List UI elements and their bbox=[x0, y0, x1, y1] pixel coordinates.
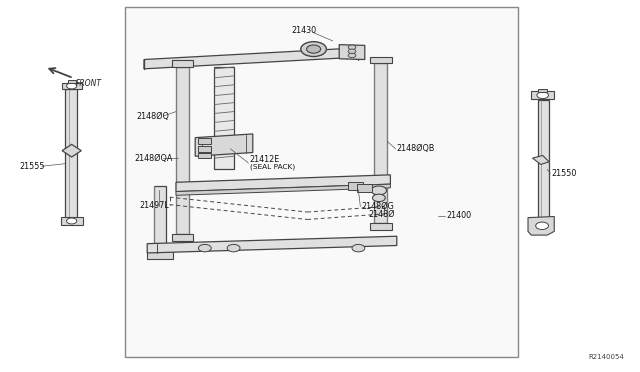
Text: 2148ØQ: 2148ØQ bbox=[136, 112, 169, 121]
Text: 21400: 21400 bbox=[447, 211, 472, 220]
Text: 2148ØQA: 2148ØQA bbox=[134, 154, 173, 163]
Bar bbox=[198, 146, 211, 152]
Text: (SEAL PACK): (SEAL PACK) bbox=[250, 163, 295, 170]
Text: 21430: 21430 bbox=[291, 26, 316, 35]
Circle shape bbox=[372, 194, 385, 202]
Bar bbox=[198, 138, 211, 144]
Bar bbox=[125, 7, 518, 357]
Circle shape bbox=[67, 83, 77, 89]
Text: 21497L: 21497L bbox=[140, 201, 169, 210]
Polygon shape bbox=[374, 63, 387, 223]
Circle shape bbox=[198, 244, 211, 252]
Circle shape bbox=[301, 42, 326, 57]
Polygon shape bbox=[144, 48, 349, 69]
Bar bbox=[68, 80, 76, 83]
Circle shape bbox=[67, 218, 77, 224]
Bar bbox=[348, 182, 363, 190]
Polygon shape bbox=[176, 184, 390, 195]
Bar bbox=[198, 153, 211, 158]
Bar bbox=[538, 89, 547, 92]
Text: R2140054: R2140054 bbox=[588, 354, 624, 360]
Polygon shape bbox=[214, 67, 234, 169]
Polygon shape bbox=[154, 186, 166, 257]
Circle shape bbox=[371, 186, 387, 195]
Polygon shape bbox=[62, 83, 82, 89]
Polygon shape bbox=[62, 144, 81, 157]
Polygon shape bbox=[61, 217, 83, 225]
Text: 2148ØQB: 2148ØQB bbox=[397, 144, 435, 153]
Text: 21555: 21555 bbox=[19, 162, 45, 171]
Circle shape bbox=[307, 45, 321, 53]
Text: 21550: 21550 bbox=[552, 169, 577, 178]
Circle shape bbox=[348, 53, 356, 58]
Bar bbox=[357, 184, 372, 192]
Text: FRONT: FRONT bbox=[76, 79, 102, 88]
Polygon shape bbox=[532, 155, 549, 164]
Polygon shape bbox=[538, 100, 549, 231]
Polygon shape bbox=[531, 91, 554, 99]
Circle shape bbox=[348, 49, 356, 54]
Circle shape bbox=[352, 244, 365, 252]
Polygon shape bbox=[147, 251, 173, 259]
Text: 21412E: 21412E bbox=[250, 155, 280, 164]
Polygon shape bbox=[147, 236, 397, 253]
Polygon shape bbox=[176, 175, 390, 192]
Text: 2148Ø: 2148Ø bbox=[368, 209, 394, 218]
Text: 2148ØG: 2148ØG bbox=[362, 202, 394, 211]
Circle shape bbox=[348, 45, 356, 49]
Polygon shape bbox=[195, 134, 253, 156]
Polygon shape bbox=[370, 57, 392, 63]
Polygon shape bbox=[528, 217, 554, 235]
Polygon shape bbox=[176, 67, 189, 234]
Circle shape bbox=[537, 92, 548, 99]
Circle shape bbox=[536, 222, 548, 230]
Polygon shape bbox=[65, 89, 77, 223]
Circle shape bbox=[227, 244, 240, 252]
Polygon shape bbox=[172, 234, 193, 241]
Polygon shape bbox=[172, 60, 193, 67]
Polygon shape bbox=[370, 223, 392, 230]
Polygon shape bbox=[339, 45, 365, 60]
